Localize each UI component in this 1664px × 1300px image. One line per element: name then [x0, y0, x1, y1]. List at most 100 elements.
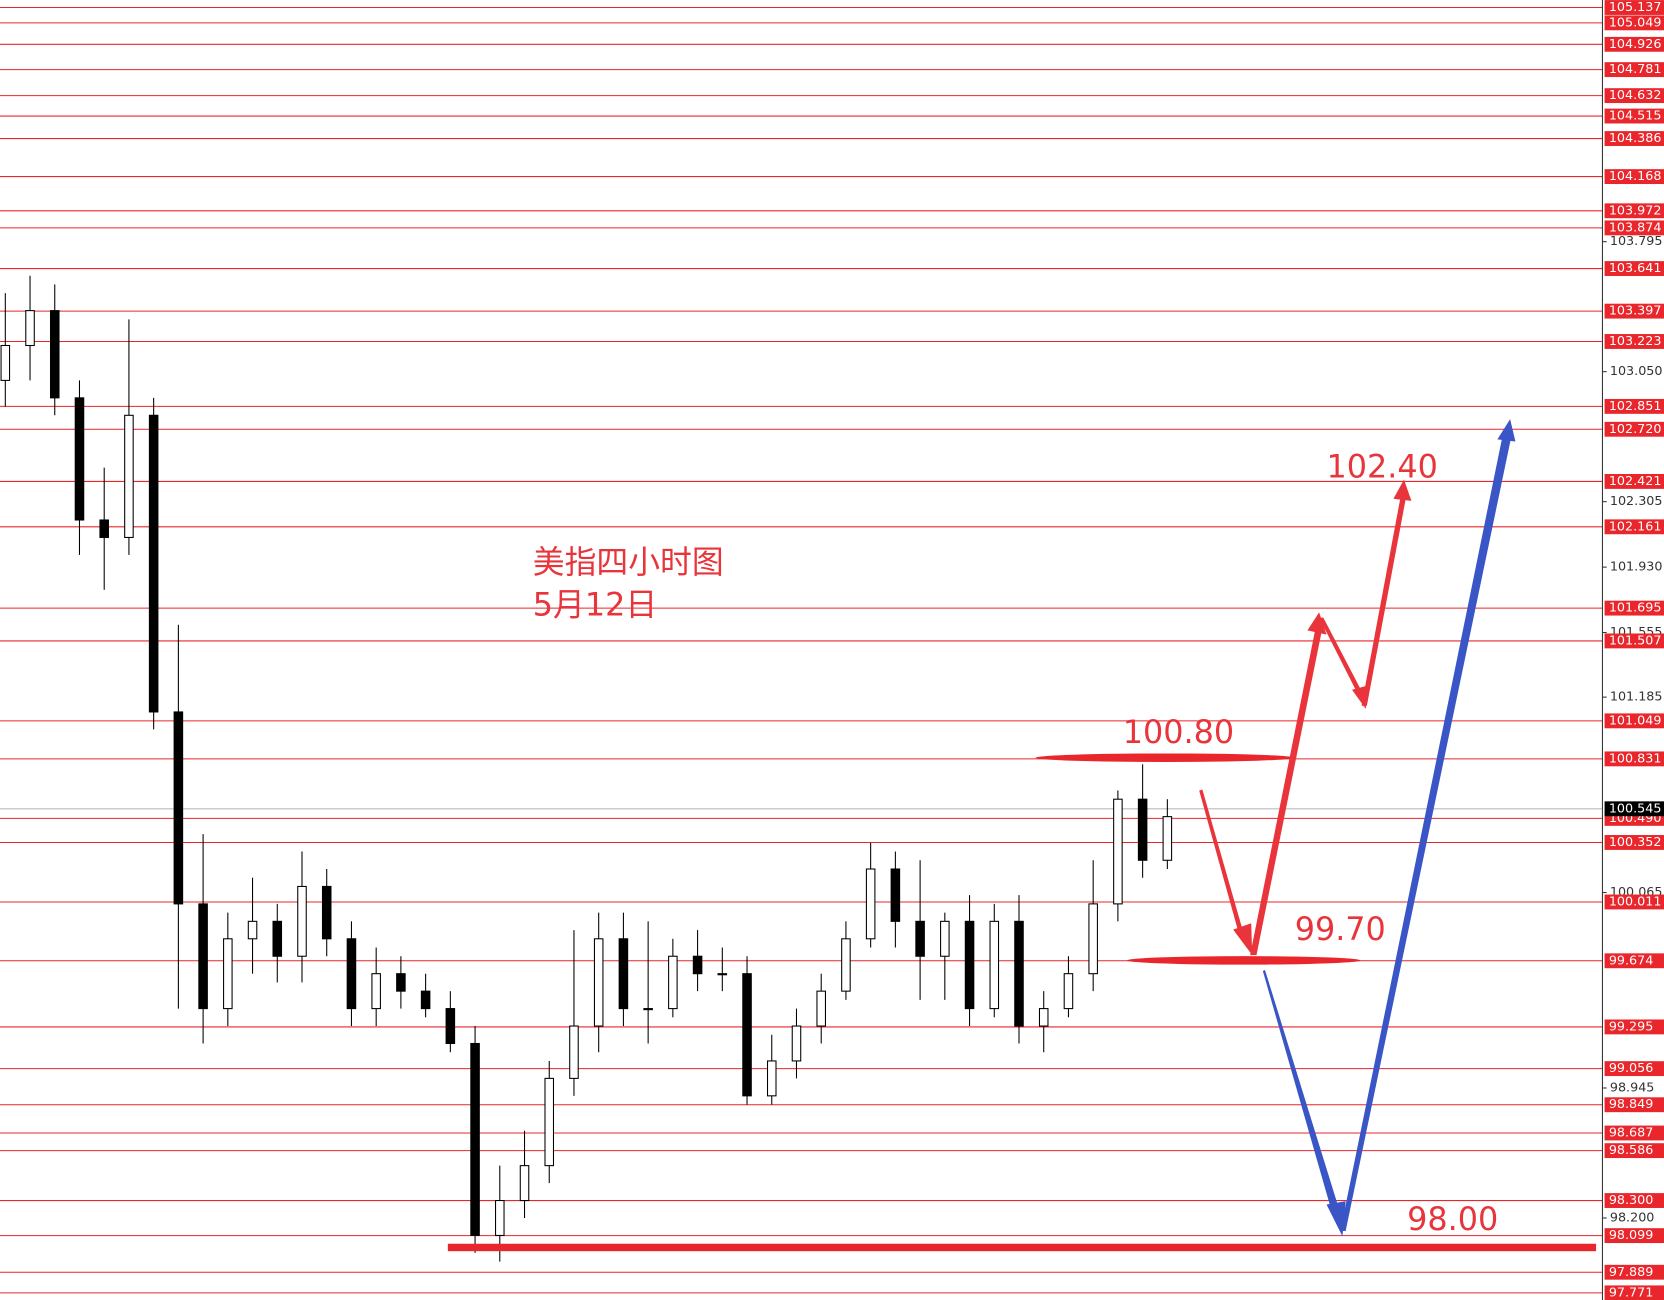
candle-body: [940, 920, 950, 957]
bottom-band: [447, 1243, 1597, 1252]
level-label: 99.056: [1609, 1061, 1654, 1076]
support-band: [1127, 956, 1361, 965]
candle-body: [618, 938, 629, 1010]
y-tick-label: 101.185: [1610, 690, 1663, 705]
candle-body: [297, 885, 307, 957]
resistance-band: [1035, 753, 1295, 762]
candle-body: [371, 973, 381, 1010]
candle-body: [519, 1165, 530, 1202]
level-label: 101.049: [1609, 713, 1662, 728]
level-tag: [1604, 633, 1664, 649]
candle-body: [717, 973, 728, 976]
level-label: 100.831: [1609, 751, 1662, 766]
candle-body: [915, 920, 925, 957]
y-tick-label: 98.945: [1610, 1080, 1655, 1095]
level-label: 103.397: [1609, 304, 1662, 319]
level-label: 101.507: [1609, 633, 1662, 648]
level-label: 98.586: [1609, 1143, 1654, 1158]
candle-body: [0, 344, 11, 381]
candle-body: [1162, 816, 1173, 861]
level-label: 104.168: [1609, 169, 1662, 184]
level-label: 99.674: [1609, 953, 1654, 968]
level-tag: [1604, 474, 1664, 489]
level-label: 100.011: [1609, 894, 1662, 909]
level-label: 105.137: [1609, 0, 1662, 15]
level-tag: [1604, 203, 1664, 219]
level-tag: [1604, 334, 1664, 349]
candle-body: [247, 920, 258, 940]
y-tick-label: 103.050: [1610, 364, 1663, 379]
level-label: 104.515: [1609, 109, 1662, 124]
level-tag: [1604, 1097, 1664, 1113]
level-label: 98.300: [1609, 1193, 1654, 1208]
level-label: 97.889: [1609, 1265, 1654, 1280]
red-arrow: [1199, 479, 1412, 956]
level-tag: [1604, 62, 1664, 78]
level-label: 103.972: [1609, 203, 1662, 218]
support-label: 99.70: [1295, 910, 1386, 948]
candle-body: [1113, 798, 1123, 905]
level-label: 98.687: [1609, 1126, 1654, 1141]
candle-body: [1063, 973, 1074, 1010]
candle-body: [668, 955, 678, 1010]
y-tick-label: 103.795: [1610, 234, 1663, 249]
level-tag: [1604, 220, 1664, 236]
y-tick-label: 102.305: [1610, 494, 1663, 509]
candle-body: [1088, 903, 1098, 975]
level-label: 105.049: [1609, 15, 1662, 30]
level-tag: [1604, 751, 1664, 767]
level-label: 103.641: [1609, 261, 1662, 276]
level-label: 101.695: [1609, 601, 1662, 616]
candle-body: [25, 310, 35, 347]
level-tag: [1604, 88, 1664, 104]
level-label: 98.849: [1609, 1097, 1654, 1112]
candle-body: [321, 885, 332, 940]
level-tag: [1604, 1061, 1664, 1077]
candle-body: [272, 920, 283, 957]
level-label: 97.771: [1609, 1285, 1654, 1300]
level-tag: [1604, 421, 1664, 437]
level-tag: [1604, 1285, 1664, 1300]
candle-body: [865, 868, 876, 940]
level-label: 98.099: [1609, 1228, 1654, 1243]
candles: [0, 275, 1173, 1262]
level-tag: [1604, 894, 1664, 910]
candle-body: [643, 1008, 653, 1011]
y-tick-label: 101.930: [1610, 560, 1663, 575]
candle-body: [593, 938, 604, 1027]
level-tag: [1604, 108, 1664, 124]
level-tag: [1604, 713, 1664, 729]
level-tag: [1604, 1019, 1664, 1035]
candle-body: [49, 310, 60, 399]
level-tag: [1604, 1193, 1664, 1208]
candle-body: [173, 711, 184, 905]
level-tag: [1604, 15, 1664, 31]
candle-body: [791, 1025, 802, 1062]
y-tick-label: 98.200: [1610, 1210, 1655, 1225]
level-tag: [1604, 303, 1664, 319]
candle-body: [148, 414, 159, 713]
level-tag: [1604, 1228, 1664, 1244]
candle-body: [99, 519, 109, 538]
level-tag: [1604, 1143, 1664, 1159]
candle-body: [742, 973, 752, 1097]
level-label: 103.874: [1609, 220, 1662, 235]
level-label: 99.295: [1609, 1019, 1654, 1034]
level-label: 102.851: [1609, 399, 1662, 414]
level-label: 104.781: [1609, 62, 1662, 77]
candle-body: [890, 868, 901, 922]
resistance-label: 100.80: [1123, 713, 1234, 751]
title: 美指四小时图: [533, 543, 724, 581]
current-price-label: 100.545: [1609, 801, 1662, 816]
candle-body: [1038, 1008, 1049, 1027]
level-tag: [1604, 131, 1664, 146]
candle-body: [420, 990, 431, 1010]
candle-body: [495, 1200, 505, 1236]
candle-body: [74, 397, 85, 521]
axis-labels: 103.795103.050102.305101.930101.555101.1…: [1602, 0, 1664, 1300]
level-label: 102.421: [1609, 474, 1662, 489]
candle-body: [964, 920, 975, 1010]
level-tag: [1604, 1264, 1664, 1280]
level-tag: [1604, 398, 1664, 414]
